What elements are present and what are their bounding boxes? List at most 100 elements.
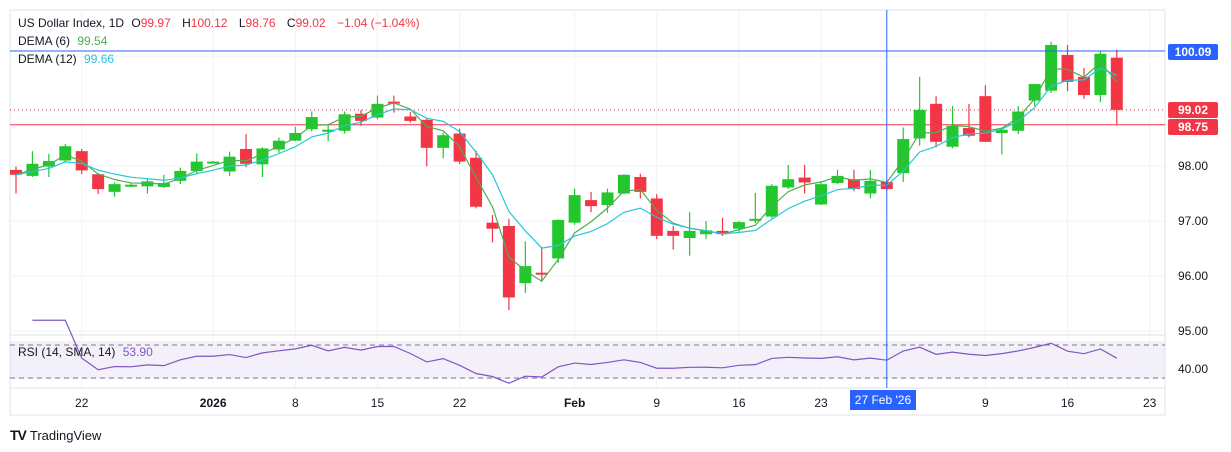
- candle: [1028, 84, 1041, 107]
- candle-body: [190, 161, 203, 171]
- candle: [174, 167, 187, 185]
- candle: [1110, 49, 1123, 125]
- candle-body: [568, 195, 581, 223]
- candle: [749, 192, 762, 224]
- close-value: C99.02: [287, 16, 330, 30]
- time-tick: 2026: [199, 396, 227, 410]
- candle-body: [486, 222, 499, 229]
- high-price: 100.12: [190, 16, 228, 30]
- low-label: L: [238, 16, 246, 30]
- candle-body: [174, 170, 187, 181]
- candle-body: [59, 146, 72, 161]
- dema12-legend[interactable]: DEMA (12) 99.66: [18, 52, 118, 66]
- rsi-axis-tick: 40.00: [1178, 362, 1209, 376]
- dema12-label: DEMA (12): [18, 52, 77, 66]
- rsi-value: 53.90: [122, 345, 153, 359]
- high-label: H: [182, 16, 191, 30]
- time-tick: 16: [732, 396, 746, 410]
- candle: [486, 214, 499, 243]
- candle-body: [519, 266, 532, 284]
- close-label: C: [286, 16, 296, 30]
- candle: [1061, 45, 1074, 92]
- candle-body: [404, 116, 417, 121]
- candle: [897, 127, 910, 182]
- dema12-line: [15, 67, 1118, 249]
- candle: [585, 191, 598, 213]
- candle-body: [815, 184, 828, 205]
- candle: [930, 96, 943, 148]
- candle-body: [470, 157, 483, 207]
- candle: [535, 246, 548, 283]
- candle-body: [157, 183, 170, 187]
- candle-body: [897, 139, 910, 174]
- open-price: 99.97: [140, 16, 171, 30]
- open-value: O99.97: [131, 16, 174, 30]
- candle-body: [601, 192, 614, 206]
- candle: [404, 112, 417, 123]
- candle: [1094, 51, 1107, 103]
- candle-body: [782, 179, 795, 188]
- candle-body: [256, 148, 269, 165]
- open-label: O: [131, 16, 141, 30]
- tradingview-logo-icon: TV: [10, 427, 27, 443]
- candles: [10, 41, 1123, 311]
- candle-body: [1045, 45, 1058, 91]
- candle-body: [700, 230, 713, 235]
- candle: [108, 182, 121, 197]
- candle-body: [10, 169, 22, 175]
- dema6-legend[interactable]: DEMA (6) 99.54: [18, 34, 111, 48]
- candle: [913, 76, 926, 146]
- candle: [338, 111, 351, 134]
- candle: [1045, 41, 1058, 93]
- candle-body: [913, 109, 926, 139]
- rsi-band-fill: [10, 341, 1165, 379]
- candle: [157, 174, 170, 188]
- candle: [815, 180, 828, 206]
- rsi-legend[interactable]: RSI (14, SMA, 14) 53.90: [18, 345, 157, 359]
- candle-body: [1028, 84, 1041, 101]
- candle-body: [1110, 57, 1123, 110]
- candle: [355, 109, 368, 126]
- candle-body: [585, 200, 598, 207]
- candle: [1077, 68, 1090, 99]
- price-tick: 96.00: [1178, 269, 1209, 283]
- tradingview-logo[interactable]: TV TradingView: [10, 427, 101, 443]
- symbol-title: US Dollar Index, 1D: [18, 16, 125, 30]
- candle: [190, 153, 203, 175]
- candle: [667, 225, 680, 250]
- candle-body: [552, 219, 565, 259]
- crosshair-price-label: 100.09: [1168, 44, 1218, 60]
- candle: [289, 126, 302, 142]
- candle: [272, 137, 285, 153]
- dema6-line: [15, 61, 1118, 283]
- candle-body: [92, 174, 105, 190]
- dema6-label: DEMA (6): [18, 34, 71, 48]
- candle: [683, 212, 696, 256]
- candle-body: [732, 222, 745, 229]
- candle-body: [42, 161, 55, 167]
- candle-body: [847, 179, 860, 190]
- candle: [634, 173, 647, 199]
- candle: [207, 161, 220, 164]
- candle-body: [207, 161, 220, 164]
- candle-body: [420, 119, 433, 148]
- candle-body: [240, 148, 253, 164]
- candle-body: [617, 174, 630, 194]
- candle-body: [634, 177, 647, 192]
- candle-body: [141, 181, 154, 187]
- candle-body: [946, 125, 959, 147]
- rsi-label: RSI (14, SMA, 14): [18, 345, 116, 359]
- candle-body: [749, 218, 762, 221]
- price-tick: 97.00: [1178, 214, 1209, 228]
- candle: [716, 217, 729, 236]
- candle-body: [125, 184, 138, 187]
- candle: [798, 164, 811, 194]
- candle: [568, 188, 581, 225]
- candle: [519, 241, 532, 294]
- candle: [92, 173, 105, 195]
- price-tick: 98.00: [1178, 159, 1209, 173]
- candle: [700, 221, 713, 240]
- rsi-line: [32, 319, 1118, 384]
